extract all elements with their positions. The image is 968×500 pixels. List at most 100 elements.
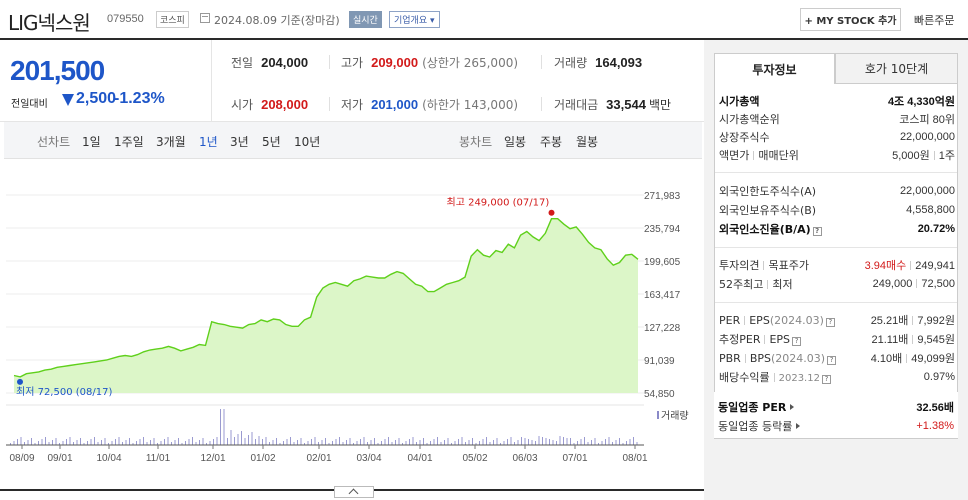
tab-investment-info[interactable]: 투자정보: [714, 53, 835, 84]
volume-bar: [573, 443, 575, 445]
volume-bar: [384, 439, 386, 445]
divider: [933, 151, 935, 160]
tab-daily-candle[interactable]: 일봉: [504, 135, 527, 149]
volume-bar: [181, 443, 183, 445]
volume-bar: [601, 441, 603, 445]
volume-bar: [374, 438, 375, 445]
volume-bar: [167, 437, 169, 445]
divider: [916, 279, 918, 288]
tab-1y[interactable]: 1년: [199, 135, 218, 149]
volume-legend-label: 거래량: [661, 410, 689, 422]
volume-bar: [216, 437, 218, 445]
help-icon[interactable]: ?: [827, 355, 837, 365]
volume-bar: [626, 441, 627, 445]
peer-per-label[interactable]: 동일업종 PER: [718, 399, 795, 415]
help-icon[interactable]: ?: [792, 337, 802, 346]
volume-bar: [605, 439, 606, 445]
volume-bar: [132, 443, 134, 445]
realtime-badge[interactable]: 실시간: [349, 11, 382, 28]
down-triangle-icon: [62, 94, 74, 106]
help-icon[interactable]: ?: [825, 317, 835, 327]
company-overview-dropdown[interactable]: 기업개요 ▾: [389, 11, 440, 28]
volume-bar: [48, 442, 50, 445]
foreign-ratio-label: 외국인소진율(B/A)?: [719, 221, 822, 237]
tab-5y[interactable]: 5년: [262, 135, 281, 149]
volume-bar: [556, 441, 557, 445]
divider: [541, 55, 542, 69]
volume-bar: [122, 442, 123, 445]
tab-orderbook-10[interactable]: 호가 10단계: [835, 53, 958, 84]
peer-change-label[interactable]: 동일업종 등락률: [718, 418, 801, 434]
volume-bar: [258, 436, 260, 445]
dividend-row: 배당수익률 2023.12? 0.97%: [719, 368, 955, 386]
x-tick-label: 06/03: [512, 453, 537, 464]
tab-3m[interactable]: 3개월: [156, 135, 186, 149]
expand-chart-toggle[interactable]: [334, 486, 374, 498]
divider: [753, 151, 755, 160]
volume-bar: [206, 443, 207, 445]
volume-bar: [174, 440, 176, 445]
amount-unit: 백만: [648, 98, 672, 112]
opinion-label: 투자의견: [719, 259, 760, 272]
volume-bar: [465, 442, 466, 445]
volume-bar: [416, 442, 417, 445]
tab-10y[interactable]: 10년: [294, 135, 321, 149]
foreign-ratio-row: 외국인소진율(B/A)? 20.72%: [719, 220, 955, 238]
divider: [912, 316, 914, 325]
help-icon[interactable]: ?: [812, 227, 822, 236]
opinion-target-label: 투자의견 목표주가: [719, 257, 809, 273]
market-cap-value: 4조 4,330억원: [887, 96, 955, 108]
volume-bar: [251, 432, 253, 445]
price-chart[interactable]: 271,983 235,794 199,605 163,417 127,228 91,03…: [0, 160, 704, 500]
volume-bar: [94, 437, 95, 445]
add-mystock-button[interactable]: + MY STOCK 추가: [800, 8, 901, 31]
volume-bar: [507, 439, 508, 445]
volume-legend-swatch: [657, 411, 659, 419]
opinion-value: 3.94매수: [864, 260, 907, 272]
tab-1w[interactable]: 1주일: [114, 135, 144, 149]
investment-info-box: 시가총액 4조 4,330억원 시가총액순위 코스피 80위 상장주식수 22,…: [714, 84, 958, 439]
listed-shares-value: 22,000,000: [899, 131, 955, 143]
current-price: 201,500: [10, 55, 105, 86]
tab-1d[interactable]: 1일: [82, 135, 101, 149]
quick-order-link[interactable]: 빠른주문: [914, 14, 955, 27]
volume-bar: [13, 441, 15, 445]
pbr-label: PBR: [719, 351, 741, 365]
low-cell: 저가 201,000 (하한가 143,000): [341, 96, 518, 113]
volume-bar: [241, 431, 242, 445]
per-eps-label: PER EPS(2024.03)?: [719, 314, 835, 327]
y-tick-label: 54,850: [644, 389, 675, 400]
foreign-hold-label: 외국인보유주식수(B): [719, 204, 817, 217]
per-value: 25.21배: [870, 315, 909, 327]
volume-bar: [503, 441, 505, 445]
min-price-label: 최저 72,500 (08/17): [16, 386, 112, 398]
volume-bar: [587, 442, 589, 445]
volume-bar: [454, 441, 456, 445]
tab-weekly-candle[interactable]: 주봉: [540, 135, 563, 149]
volume-bar: [101, 440, 102, 445]
header-divider: [0, 38, 968, 40]
x-tick-label: 12/01: [200, 453, 225, 464]
foreign-limit-label: 외국인한도주식수(A): [719, 185, 817, 198]
volume-bar: [297, 440, 298, 445]
volume-bar: [489, 442, 491, 445]
tab-3y[interactable]: 3년: [230, 135, 249, 149]
volume-bar: [164, 439, 165, 445]
pbr-bps-label: PBR BPS(2024.03)?: [719, 351, 837, 365]
help-icon[interactable]: ?: [821, 375, 831, 384]
volume-bar: [83, 443, 85, 445]
volume-bar: [412, 437, 414, 445]
volume-bar: [524, 438, 526, 445]
volume-bar: [293, 442, 295, 445]
volume-bar: [213, 439, 214, 445]
y-tick-label: 127,228: [644, 323, 681, 334]
volume-bar: [76, 440, 78, 445]
tab-monthly-candle[interactable]: 월봉: [576, 135, 599, 149]
est-eps-label: EPS: [769, 333, 791, 346]
volume-bar: [482, 439, 484, 445]
max-price-label: 최고 249,000 (07/17): [447, 197, 550, 209]
divider: [744, 315, 746, 325]
trade-unit-label: 매매단위: [758, 149, 799, 162]
pbr-bps-value: 4.10배 49,099원: [871, 350, 955, 366]
volume-bar: [279, 443, 281, 445]
